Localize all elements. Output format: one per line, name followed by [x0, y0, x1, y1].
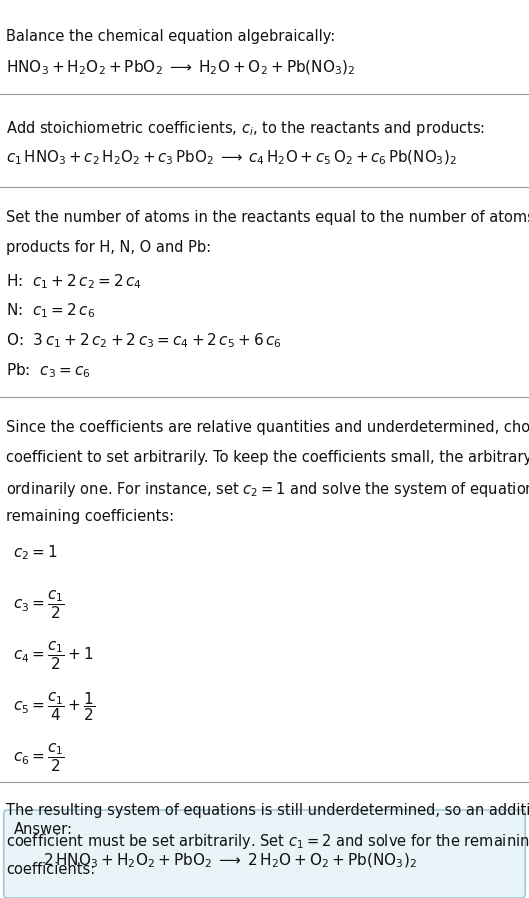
Text: O:  $3\,c_1 + 2\,c_2 + 2\,c_3 = c_4 + 2\,c_5 + 6\,c_6$: O: $3\,c_1 + 2\,c_2 + 2\,c_3 = c_4 + 2\,… [6, 331, 282, 350]
Text: products for H, N, O and Pb:: products for H, N, O and Pb: [6, 240, 212, 255]
Text: ordinarily one. For instance, set $c_2 = 1$ and solve the system of equations fo: ordinarily one. For instance, set $c_2 =… [6, 480, 529, 498]
FancyBboxPatch shape [4, 810, 525, 898]
Text: coefficient must be set arbitrarily. Set $c_1 = 2$ and solve for the remaining: coefficient must be set arbitrarily. Set… [6, 832, 529, 851]
Text: $c_2 = 1$: $c_2 = 1$ [13, 543, 58, 562]
Text: $c_1\,\mathrm{HNO_3} + c_2\,\mathrm{H_2O_2} + c_3\,\mathrm{PbO_2} \;\longrightar: $c_1\,\mathrm{HNO_3} + c_2\,\mathrm{H_2O… [6, 148, 457, 166]
Text: $2\,\mathrm{HNO_3} + \mathrm{H_2O_2} + \mathrm{PbO_2} \;\longrightarrow\; 2\,\ma: $2\,\mathrm{HNO_3} + \mathrm{H_2O_2} + \… [43, 851, 417, 869]
Text: Since the coefficients are relative quantities and underdetermined, choose a: Since the coefficients are relative quan… [6, 420, 529, 436]
Text: The resulting system of equations is still underdetermined, so an additional: The resulting system of equations is sti… [6, 803, 529, 818]
Text: Set the number of atoms in the reactants equal to the number of atoms in the: Set the number of atoms in the reactants… [6, 210, 529, 225]
Text: $c_5 = \dfrac{c_1}{4} + \dfrac{1}{2}$: $c_5 = \dfrac{c_1}{4} + \dfrac{1}{2}$ [13, 691, 96, 723]
Text: N:  $c_1 = 2\,c_6$: N: $c_1 = 2\,c_6$ [6, 302, 96, 321]
Text: $\mathrm{HNO_3 + H_2O_2 + PbO_2 \;\longrightarrow\; H_2O + O_2 + Pb(NO_3)_2}$: $\mathrm{HNO_3 + H_2O_2 + PbO_2 \;\longr… [6, 58, 356, 76]
Text: Answer:: Answer: [14, 822, 74, 837]
Text: remaining coefficients:: remaining coefficients: [6, 509, 175, 524]
Text: H:  $c_1 + 2\,c_2 = 2\,c_4$: H: $c_1 + 2\,c_2 = 2\,c_4$ [6, 272, 142, 291]
Text: $c_1 = 2$: $c_1 = 2$ [13, 896, 58, 898]
Text: coefficient to set arbitrarily. To keep the coefficients small, the arbitrary va: coefficient to set arbitrarily. To keep … [6, 450, 529, 465]
Text: Add stoichiometric coefficients, $c_i$, to the reactants and products:: Add stoichiometric coefficients, $c_i$, … [6, 119, 486, 137]
Text: Balance the chemical equation algebraically:: Balance the chemical equation algebraica… [6, 29, 335, 44]
Text: coefficients:: coefficients: [6, 862, 96, 877]
Text: $c_3 = \dfrac{c_1}{2}$: $c_3 = \dfrac{c_1}{2}$ [13, 588, 65, 621]
Text: Pb:  $c_3 = c_6$: Pb: $c_3 = c_6$ [6, 361, 91, 380]
Text: $c_6 = \dfrac{c_1}{2}$: $c_6 = \dfrac{c_1}{2}$ [13, 742, 65, 774]
Text: $c_4 = \dfrac{c_1}{2} + 1$: $c_4 = \dfrac{c_1}{2} + 1$ [13, 639, 94, 672]
